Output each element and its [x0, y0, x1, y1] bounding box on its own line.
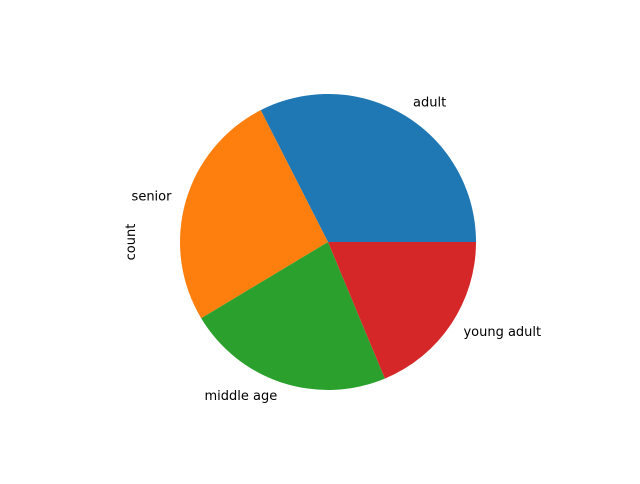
slice-label-middle-age: middle age	[204, 389, 277, 404]
pie-slice-adult	[260, 93, 476, 242]
pie-slice-young-adult	[328, 242, 476, 379]
pie-slice-middle-age	[201, 242, 385, 390]
pie-slice-senior	[180, 110, 328, 319]
slice-label-adult: adult	[413, 96, 446, 111]
y-axis-label: count	[124, 224, 139, 261]
slice-label-young-adult: young adult	[463, 325, 541, 340]
pie-slices	[180, 93, 476, 390]
slice-label-senior: senior	[132, 190, 173, 205]
pie-labels: adult senior middle age young adult	[132, 96, 542, 405]
